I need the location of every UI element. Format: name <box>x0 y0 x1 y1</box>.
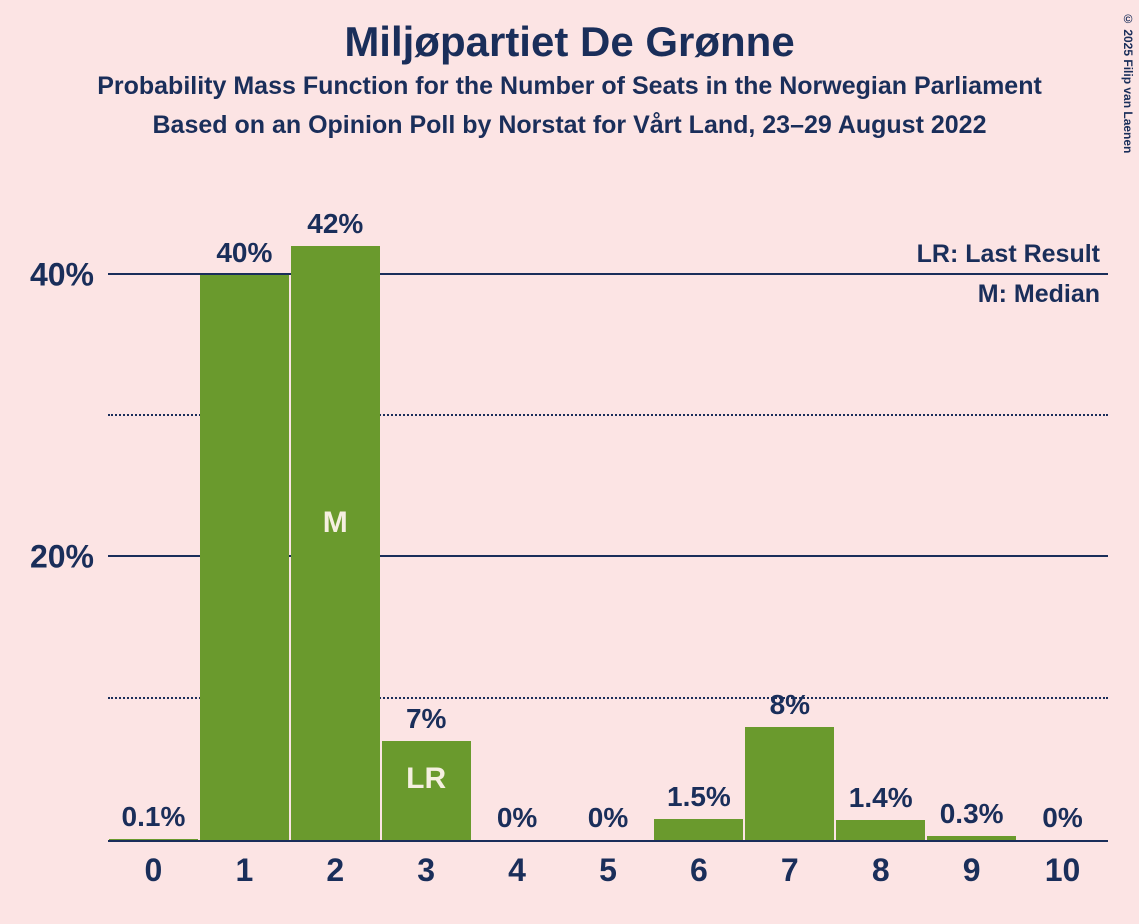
bar-inner-label: M <box>323 506 348 540</box>
copyright-text: © 2025 Filip van Laenen <box>1121 12 1135 153</box>
x-axis-tick-label: 2 <box>326 840 344 889</box>
chart-subtitle-1: Probability Mass Function for the Number… <box>0 72 1139 101</box>
x-axis-tick-label: 1 <box>235 840 253 889</box>
x-axis-tick-label: 9 <box>963 840 981 889</box>
bar-value-label: 0% <box>588 802 628 834</box>
bar-value-label: 1.4% <box>849 782 913 814</box>
y-axis-tick-label: 20% <box>30 539 108 576</box>
legend-median: M: Median <box>978 280 1100 309</box>
bar-value-label: 0.3% <box>940 798 1004 830</box>
bar: LR <box>382 741 471 840</box>
bar: M <box>291 246 380 840</box>
chart-plot-area: 20%40%LR: Last ResultM: Median0.1%040%1M… <box>108 220 1108 842</box>
bar <box>200 275 289 840</box>
bar-value-label: 7% <box>406 703 446 735</box>
x-axis-tick-label: 10 <box>1045 840 1081 889</box>
bar-value-label: 0% <box>1042 802 1082 834</box>
bar <box>836 820 925 840</box>
x-axis-tick-label: 3 <box>417 840 435 889</box>
bar-value-label: 8% <box>770 689 810 721</box>
bar-inner-label: LR <box>406 762 446 796</box>
title-block: Miljøpartiet De Grønne Probability Mass … <box>0 0 1139 140</box>
bar-value-label: 1.5% <box>667 781 731 813</box>
legend-last-result: LR: Last Result <box>917 240 1100 269</box>
chart-subtitle-2: Based on an Opinion Poll by Norstat for … <box>0 111 1139 140</box>
x-axis-tick-label: 4 <box>508 840 526 889</box>
bar-value-label: 42% <box>307 208 363 240</box>
chart-title: Miljøpartiet De Grønne <box>0 18 1139 66</box>
bar-value-label: 0% <box>497 802 537 834</box>
x-axis-tick-label: 5 <box>599 840 617 889</box>
x-axis-tick-label: 0 <box>145 840 163 889</box>
bar-value-label: 0.1% <box>122 801 186 833</box>
bar <box>654 819 743 840</box>
y-axis-tick-label: 40% <box>30 256 108 293</box>
x-axis-tick-label: 7 <box>781 840 799 889</box>
bar-value-label: 40% <box>216 237 272 269</box>
bar <box>745 727 834 840</box>
x-axis-tick-label: 8 <box>872 840 890 889</box>
x-axis-tick-label: 6 <box>690 840 708 889</box>
